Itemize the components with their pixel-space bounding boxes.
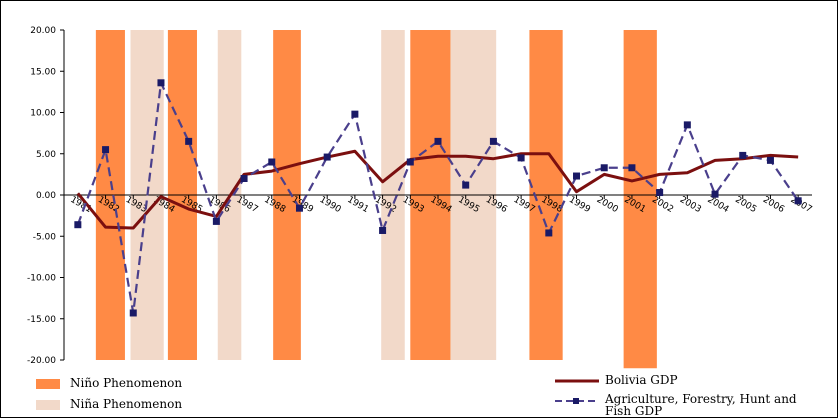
legend-label-nina: Niña Phenomenon bbox=[70, 397, 183, 411]
agriculture-gdp-point bbox=[739, 151, 747, 159]
agriculture-gdp-point bbox=[600, 164, 608, 172]
agriculture-gdp-point bbox=[185, 137, 193, 145]
agriculture-gdp-point bbox=[766, 156, 774, 164]
agriculture-gdp-point bbox=[434, 137, 442, 145]
agriculture-gdp-point bbox=[323, 153, 331, 161]
legend-label-bolivia: Bolivia GDP bbox=[605, 373, 678, 387]
y-tick-label: -10.00 bbox=[27, 274, 56, 284]
agriculture-gdp-point bbox=[517, 154, 525, 162]
y-axis: 20.00 15.00 10.00 5.00 0.00 -5.00 -10.00 -15.00… bbox=[27, 26, 65, 366]
x-tick-label: 2005 bbox=[733, 195, 758, 215]
y-tick-label: 15.00 bbox=[30, 67, 56, 77]
bolivia-gdp-line bbox=[76, 149, 799, 230]
agriculture-gdp-point bbox=[157, 79, 165, 87]
agriculture-gdp-point bbox=[212, 217, 220, 225]
agriculture-gdp-point bbox=[295, 204, 303, 212]
agriculture-gdp-point bbox=[711, 190, 719, 198]
series-lines bbox=[74, 79, 802, 317]
legend-swatch-nina bbox=[36, 400, 60, 410]
x-tick-label: 1990 bbox=[318, 195, 343, 215]
y-tick-label: -20.00 bbox=[27, 356, 56, 366]
agriculture-gdp-point bbox=[240, 175, 248, 182]
agriculture-gdp-point bbox=[129, 309, 137, 317]
x-tick-label: 2004 bbox=[706, 195, 731, 215]
agriculture-gdp-point bbox=[351, 110, 359, 118]
x-tick-label: 2006 bbox=[761, 195, 786, 215]
legend-line-agriculture bbox=[555, 398, 599, 404]
agriculture-gdp-point bbox=[794, 197, 802, 205]
agriculture-gdp-point bbox=[545, 229, 553, 237]
legend-swatch-nino bbox=[36, 379, 60, 389]
x-tick-label: 1999 bbox=[567, 195, 592, 215]
y-tick-label: 0.00 bbox=[36, 191, 56, 201]
agriculture-gdp-point bbox=[74, 221, 82, 229]
y-tick-label: 10.00 bbox=[30, 109, 56, 119]
legend-label-nino: Niño Phenomenon bbox=[70, 376, 183, 390]
agriculture-gdp-point bbox=[102, 146, 110, 154]
agriculture-gdp-point bbox=[379, 226, 387, 234]
agriculture-gdp-point bbox=[628, 164, 636, 172]
y-tick-label: 20.00 bbox=[30, 26, 56, 36]
agriculture-gdp-point bbox=[489, 137, 497, 145]
agriculture-gdp-point bbox=[462, 181, 470, 189]
band-nino-9 bbox=[623, 30, 657, 369]
agriculture-gdp-point bbox=[406, 158, 414, 166]
agriculture-gdp-point bbox=[268, 158, 276, 166]
y-tick-label: -15.00 bbox=[27, 315, 56, 325]
agriculture-gdp-point bbox=[656, 189, 664, 197]
legend-line-bolivia bbox=[555, 379, 599, 383]
x-tick-label: 2003 bbox=[678, 195, 703, 215]
y-tick-label: 5.00 bbox=[36, 150, 56, 160]
agriculture-gdp-point bbox=[573, 172, 581, 180]
agriculture-gdp-point bbox=[683, 121, 691, 129]
x-tick-label: 2000 bbox=[595, 195, 620, 215]
y-tick-label: -5.00 bbox=[33, 232, 57, 242]
legend-label-agriculture: Agriculture, Forestry, Hunt and Fish GDP bbox=[605, 392, 797, 418]
x-tick-label: 1991 bbox=[345, 195, 370, 215]
